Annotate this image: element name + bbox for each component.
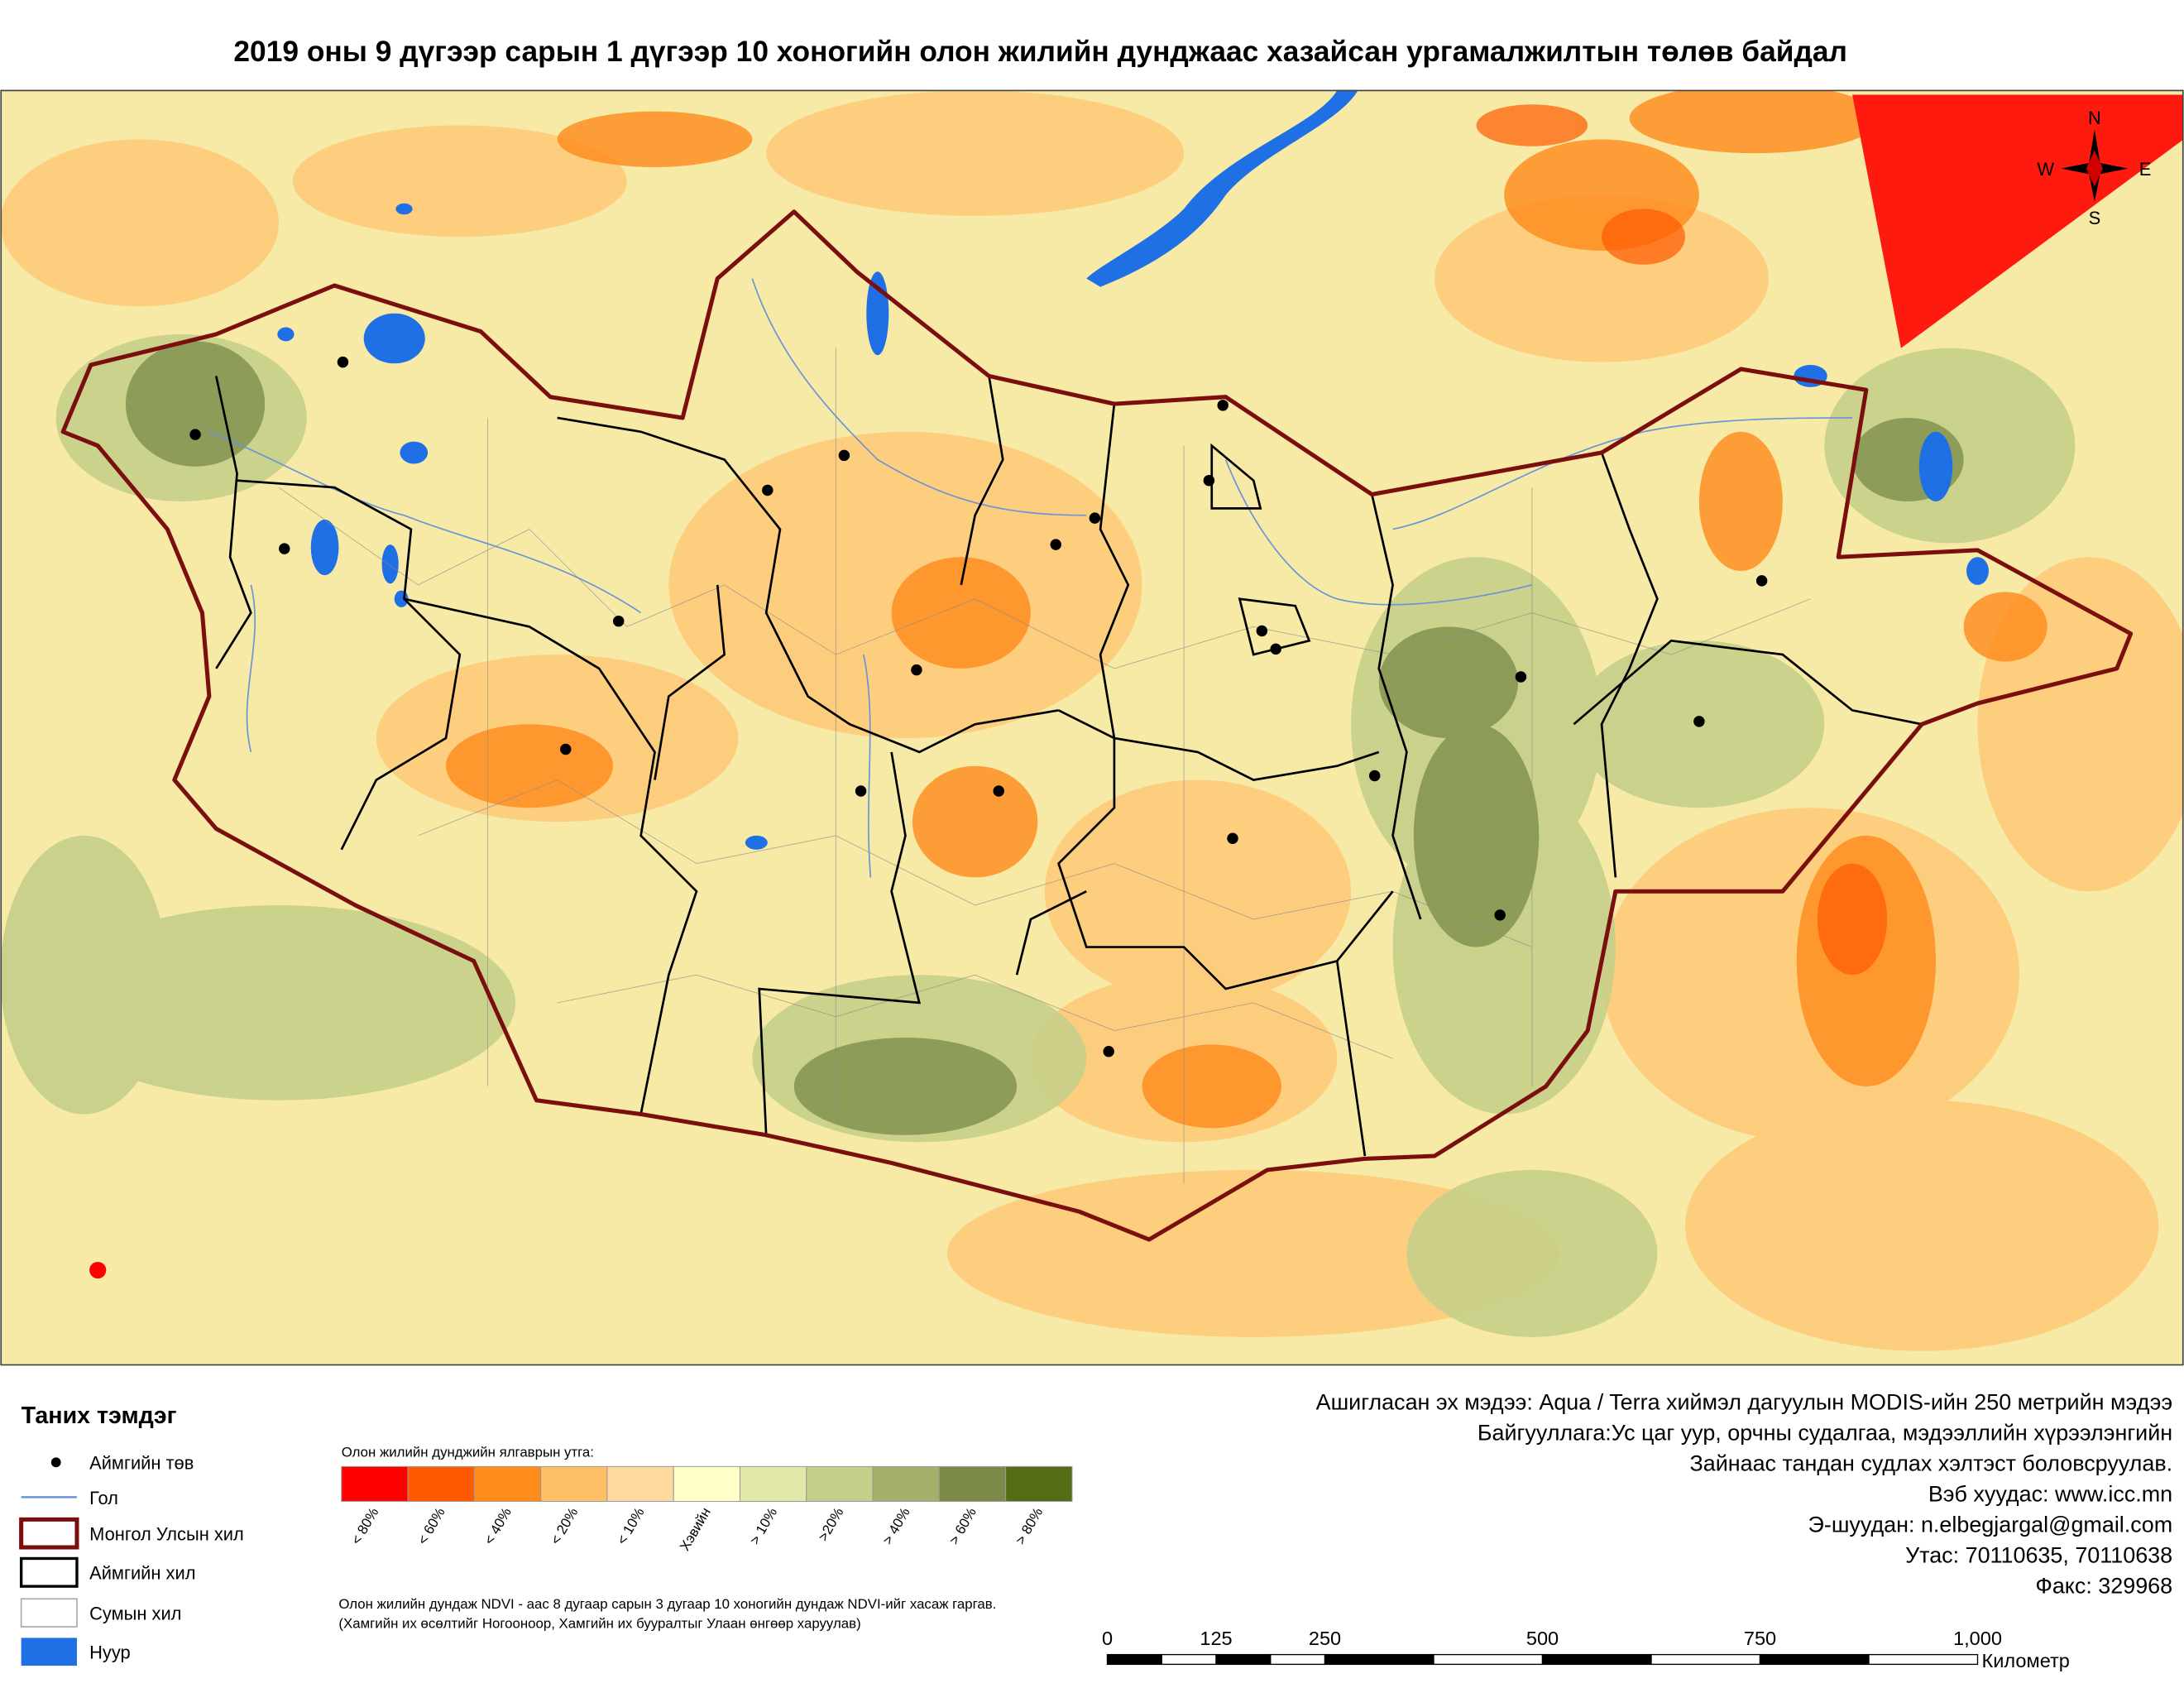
map: N S E W — [0, 90, 2184, 1365]
legend-symbols — [19, 1457, 79, 1666]
color-scale-title: Олон жилийн дунджийн ялгаврын утга: — [342, 1445, 594, 1460]
legend-label: Аймгийн хил — [89, 1563, 195, 1584]
scale-unit: Километр — [1982, 1650, 2070, 1671]
scale-tick-label: 1,000 — [1953, 1628, 2002, 1649]
color-class — [938, 1465, 1007, 1502]
scale-segment — [1270, 1653, 1326, 1666]
scale-tick-label: 125 — [1200, 1628, 1232, 1649]
legend: Аймгийн төв Гол Монгол Улсын хил Аймгийн хи… — [89, 1453, 244, 1663]
compass: N S E W — [2037, 108, 2151, 228]
scale-segment — [1541, 1653, 1652, 1666]
credits: Ашигласан эх мэдээ: Aqua / Terra хиймэл … — [1316, 1389, 2173, 1598]
scale-segment — [1759, 1653, 1870, 1666]
credit-line: Зайнаас тандан судлах хэлтэст боловсруул… — [1689, 1451, 2172, 1475]
color-class — [407, 1465, 475, 1502]
color-class — [1005, 1465, 1073, 1502]
color-class — [673, 1465, 741, 1502]
color-class — [739, 1465, 807, 1502]
scale-tick-label: 500 — [1526, 1628, 1559, 1649]
credit-line: Ашигласан эх мэдээ: Aqua / Terra хиймэл … — [1316, 1389, 2173, 1414]
color-class — [806, 1465, 874, 1502]
color-class — [606, 1465, 674, 1502]
legend-label: Сумын хил — [89, 1604, 181, 1624]
scale-segment — [1433, 1653, 1544, 1666]
color-class — [872, 1465, 940, 1502]
scale-segment — [1324, 1653, 1434, 1666]
scale-segment — [1215, 1653, 1272, 1666]
scale-segment — [1106, 1653, 1162, 1666]
legend-title: Таних тэмдэг — [22, 1403, 177, 1429]
map-title: 2019 оны 9 дүгээр сарын 1 дүгээр 10 хоно… — [233, 36, 1847, 68]
color-class — [473, 1465, 542, 1502]
credit-line: Утас: 70110635, 70110638 — [1905, 1543, 2172, 1568]
legend-label: Аймгийн төв — [89, 1453, 194, 1474]
color-class — [540, 1465, 608, 1502]
compass-label: S — [2089, 208, 2101, 228]
scale-tick-label: 0 — [1102, 1628, 1113, 1649]
scale-segment — [1650, 1653, 1761, 1666]
legend-label: Монгол Улсын хил — [89, 1524, 244, 1545]
credit-line: Вэб хуудас: www.icc.mn — [1928, 1481, 2172, 1506]
scale-tick-label: 250 — [1309, 1628, 1341, 1649]
compass-label: W — [2037, 159, 2054, 180]
scale-tick-label: 750 — [1744, 1628, 1776, 1649]
color-scale: < 80% < 60% < 40% < 20% < 10% Хэвийн > 10% >20%… — [341, 1465, 1073, 1553]
legend-label: Гол — [89, 1488, 118, 1508]
note: (Хамгийн их өсөлтийг Ногооноор, Хамгийн … — [338, 1616, 860, 1632]
credit-line: Факс: 329968 — [2035, 1574, 2172, 1599]
color-class — [341, 1465, 409, 1502]
compass-label: N — [2088, 108, 2101, 128]
credit-line: Э-шуудан: n.elbegjargal@gmail.com — [1808, 1512, 2173, 1537]
credit-line: Байгууллага:Ус цаг уур, орчны судалгаа, … — [1478, 1420, 2172, 1445]
scale-segment — [1868, 1653, 1979, 1666]
note: Олон жилийн дундаж NDVI - аас 8 дугаар с… — [338, 1596, 996, 1612]
scale-segment — [1161, 1653, 1217, 1666]
compass-label: E — [2139, 159, 2152, 180]
legend-label: Нуур — [89, 1642, 131, 1663]
